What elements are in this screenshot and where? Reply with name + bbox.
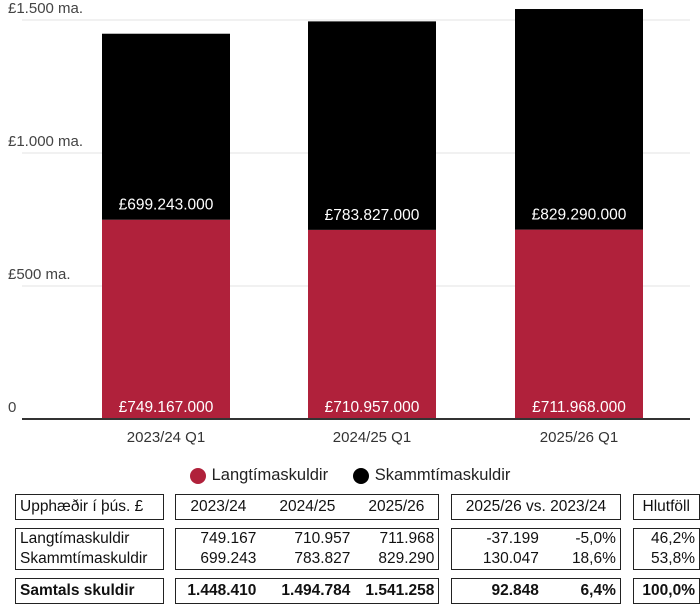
legend-item-skammtimaskuldir[interactable]: Skammtímaskuldir [352,466,511,485]
total-diff: 92.848 [451,578,543,604]
header-comparison: 2025/26 vs. 2023/24 [451,494,621,520]
y-tick-label: 0 [8,399,16,416]
row-label: Langtímaskuldir [15,528,164,549]
legend-label: Langtímaskuldir [211,466,329,484]
row-share: 53,8% [632,549,700,570]
row-value: 749.167 [175,528,261,549]
row-value: 783.827 [260,549,355,570]
header-year-1: 2023/24 [190,498,247,515]
row-label: Skammtímaskuldir [15,549,164,570]
row-diff: -37.199 [451,528,543,549]
row-value: 699.243 [175,549,261,570]
data-label: £783.827.000 [325,207,420,224]
total-value: 1.541.258 [354,578,440,604]
x-tick-label: 2025/26 Q1 [540,429,618,446]
legend-item-langtimaskuldir[interactable]: Langtímaskuldir [189,466,329,485]
table-total-row: Samtals skuldir 1.448.410 1.494.784 1.54… [15,578,700,604]
table-row: Skammtímaskuldir 699.243 783.827 829.290… [15,549,700,570]
legend-swatch-red [189,467,206,484]
legend: Langtímaskuldir Skammtímaskuldir [0,466,700,489]
total-value: 1.494.784 [260,578,355,604]
bar-segment [102,219,230,419]
row-share: 46,2% [632,528,700,549]
bar-segment [308,21,436,230]
y-tick-label: £1.500 ma. [8,0,83,17]
bar-segment [102,33,230,220]
stacked-bar-chart: 0 £500 ma. £1.000 ma. £1.500 ma. £749.167.0… [8,0,690,446]
total-pct: 6,4% [542,578,621,604]
x-tick-label: 2024/25 Q1 [333,429,411,446]
bar-segment [308,229,436,419]
data-label: £710.957.000 [325,399,420,416]
header-year-3: 2025/26 [368,498,425,515]
debt-table: Upphæðir í þús. £ 2023/24 2024/25 2025/26 … [15,494,700,604]
row-value: 711.968 [354,528,440,549]
x-tick-label: 2023/24 Q1 [127,429,205,446]
header-label: Upphæðir í þús. £ [15,494,164,520]
bar-segment [515,9,643,230]
row-diff: 130.047 [451,549,543,570]
header-share: Hlutföll [632,494,700,520]
row-value: 829.290 [354,549,440,570]
total-share: 100,0% [632,578,700,604]
table-row: Langtímaskuldir 749.167 710.957 711.968 … [15,528,700,549]
bars: £749.167.000 £699.243.000 £710.957.000 £783… [102,9,643,419]
legend-label: Skammtímaskuldir [374,466,511,484]
y-axis-ticks: 0 £500 ma. £1.000 ma. £1.500 ma. [8,0,83,416]
x-axis-ticks: 2023/24 Q1 2024/25 Q1 2025/26 Q1 [127,429,618,446]
table-header-row: Upphæðir í þús. £ 2023/24 2024/25 2025/26 … [15,494,700,520]
data-label: £749.167.000 [119,399,214,416]
y-tick-label: £500 ma. [8,266,71,283]
legend-swatch-black [352,467,369,484]
header-years: 2023/24 2024/25 2025/26 [175,494,440,520]
data-label: £829.290.000 [532,207,627,224]
total-value: 1.448.410 [175,578,261,604]
y-tick-label: £1.000 ma. [8,133,83,150]
row-value: 710.957 [260,528,355,549]
row-pct: 18,6% [542,549,621,570]
header-year-2: 2024/25 [279,498,336,515]
total-label: Samtals skuldir [15,578,164,604]
bar-segment [515,229,643,419]
row-pct: -5,0% [542,528,621,549]
data-label: £699.243.000 [119,197,214,214]
data-label: £711.968.000 [532,399,626,416]
